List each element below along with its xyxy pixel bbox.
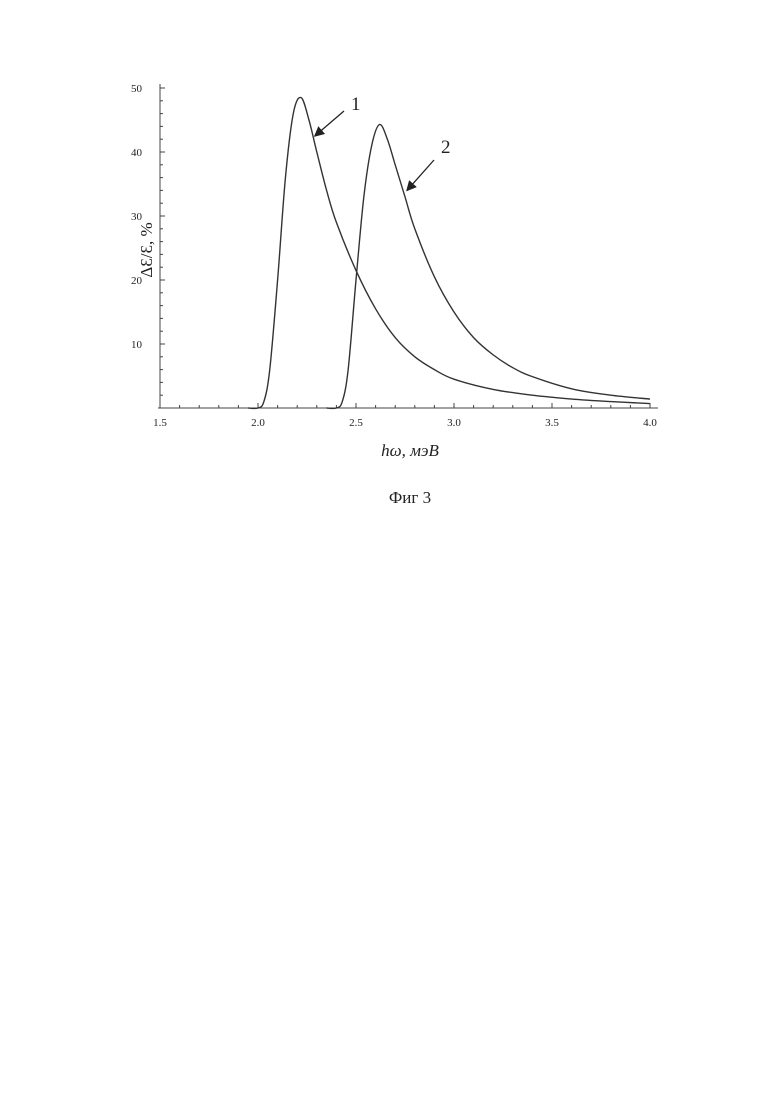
x-tick-label: 4.0 xyxy=(643,417,657,429)
axis-ticks: 1.52.02.53.03.54.01020304050 xyxy=(131,83,657,429)
annotation-arrow xyxy=(315,111,344,136)
x-axis-title: hω, мэВ xyxy=(381,441,439,460)
figure-caption: Фиг 3 xyxy=(0,488,780,508)
y-tick-label: 10 xyxy=(131,339,143,351)
x-tick-label: 3.5 xyxy=(545,417,559,429)
x-tick-label: 2.0 xyxy=(251,417,265,429)
y-tick-label: 40 xyxy=(131,147,143,159)
x-tick-label: 3.0 xyxy=(447,417,461,429)
y-tick-label: 50 xyxy=(131,83,143,95)
y-tick-label: 30 xyxy=(131,211,143,223)
curve-label: 2 xyxy=(441,137,451,158)
series-line-2 xyxy=(327,124,650,408)
figure-chart: 1.52.02.53.03.54.01020304050 12 hω, мэВ … xyxy=(0,0,780,560)
curve-annotations: 12 xyxy=(315,94,451,190)
x-tick-label: 1.5 xyxy=(153,417,167,429)
curve-label: 1 xyxy=(351,94,361,115)
x-tick-label: 2.5 xyxy=(349,417,363,429)
annotation-arrow xyxy=(407,160,434,190)
y-axis-title: ΔƐ/Ɛ, % xyxy=(137,222,156,277)
